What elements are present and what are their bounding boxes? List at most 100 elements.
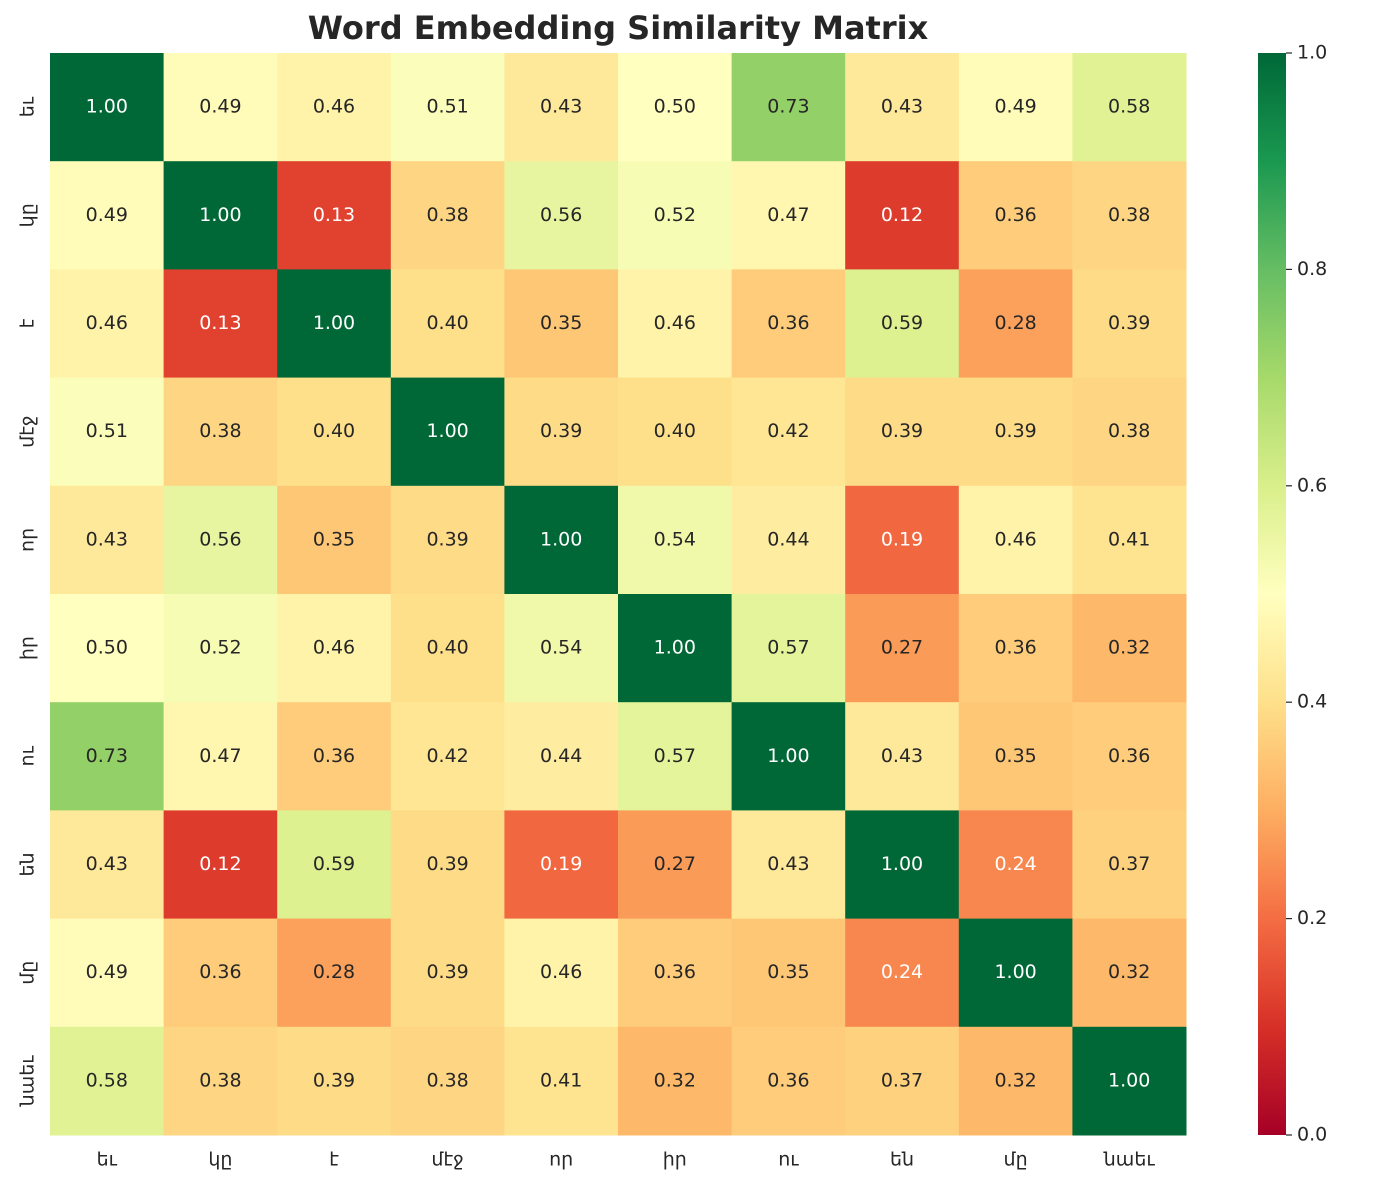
- cell-label: 0.44: [540, 745, 582, 767]
- colorbar: [1258, 53, 1286, 1135]
- cell-label: 0.35: [540, 312, 582, 334]
- cell-label: 0.56: [199, 528, 241, 550]
- y-tick-label: եւ: [17, 96, 39, 117]
- cell-label: 0.49: [199, 96, 241, 118]
- heatmap-cell: [163, 269, 278, 379]
- heatmap-cell: [731, 269, 846, 379]
- cell-label: 0.38: [199, 1069, 241, 1091]
- heatmap-cell: [731, 53, 846, 162]
- heatmap-cell: [390, 594, 505, 703]
- heatmap-cell: [731, 918, 846, 1028]
- x-tick-label: մէջ: [431, 1149, 463, 1171]
- heatmap-cell: [731, 485, 846, 595]
- heatmap-cell: [504, 918, 619, 1028]
- heatmap-cell: [845, 594, 960, 703]
- heatmap-cell: [618, 53, 733, 162]
- cell-label: 0.38: [426, 1069, 468, 1091]
- cell-label: 0.37: [1108, 853, 1150, 875]
- heatmap-cell: [845, 377, 960, 487]
- cell-label: 0.46: [313, 637, 355, 659]
- heatmap-cell: [50, 594, 165, 703]
- cell-label: 0.39: [881, 420, 923, 442]
- cell-label: 0.38: [1108, 204, 1150, 226]
- heatmap-cell: [390, 161, 505, 270]
- cell-label: 0.38: [426, 204, 468, 226]
- cell-label: 0.44: [767, 528, 809, 550]
- cell-label: 0.52: [199, 637, 241, 659]
- chart-title: Word Embedding Similarity Matrix: [308, 9, 929, 47]
- y-tick-label: մէջ: [17, 415, 39, 447]
- cell-label: 0.42: [426, 745, 468, 767]
- heatmap-cell: [1072, 1026, 1187, 1136]
- cell-label: 0.36: [767, 312, 809, 334]
- heatmap-cell: [1072, 53, 1187, 162]
- heatmap-cell: [1072, 485, 1187, 595]
- heatmap-cell: [845, 53, 960, 162]
- heatmap-cell: [277, 269, 392, 379]
- heatmap-cell: [504, 161, 619, 270]
- heatmap-cell: [958, 702, 1073, 811]
- cell-label: 0.27: [881, 637, 923, 659]
- cell-label: 1.00: [767, 745, 809, 767]
- heatmap-cell: [504, 377, 619, 487]
- cell-label: 0.36: [994, 637, 1036, 659]
- heatmap-cell: [618, 1026, 733, 1136]
- cell-label: 0.39: [426, 528, 468, 550]
- heatmap-cell: [277, 702, 392, 811]
- cell-label: 0.43: [767, 853, 809, 875]
- cell-label: 1.00: [1108, 1069, 1150, 1091]
- y-tick-label: են: [17, 852, 39, 876]
- heatmap-cell: [618, 918, 733, 1028]
- x-tick-label: է: [329, 1149, 339, 1171]
- cell-label: 0.43: [881, 96, 923, 118]
- heatmap-cell: [958, 1026, 1073, 1136]
- heatmap-cell: [163, 918, 278, 1028]
- cell-label: 0.32: [994, 1069, 1036, 1091]
- heatmap-cell: [958, 377, 1073, 487]
- cell-label: 0.36: [313, 745, 355, 767]
- cell-label: 0.32: [1108, 961, 1150, 983]
- cell-label: 1.00: [540, 528, 582, 550]
- cell-label: 0.52: [654, 204, 696, 226]
- heatmap-cell: [390, 485, 505, 595]
- heatmap-cell: [163, 702, 278, 811]
- x-tick-label: կը: [208, 1149, 232, 1171]
- cell-label: 1.00: [881, 853, 923, 875]
- heatmap-cell: [504, 594, 619, 703]
- cell-label: 0.51: [86, 420, 128, 442]
- cell-label: 0.56: [540, 204, 582, 226]
- cell-label: 0.46: [313, 96, 355, 118]
- heatmap-cell: [1072, 269, 1187, 379]
- cell-label: 0.49: [86, 961, 128, 983]
- cell-label: 0.43: [881, 745, 923, 767]
- cell-label: 0.37: [881, 1069, 923, 1091]
- heatmap-cell: [163, 1026, 278, 1136]
- heatmap-cell: [1072, 918, 1187, 1028]
- x-tick-label: նաեւ: [1103, 1149, 1156, 1171]
- heatmap-cell: [731, 161, 846, 270]
- heatmap-cell: [163, 377, 278, 487]
- cell-label: 0.40: [313, 420, 355, 442]
- heatmap-cell: [163, 53, 278, 162]
- cell-label: 1.00: [86, 96, 128, 118]
- heatmap-cell: [504, 810, 619, 920]
- cell-label: 0.39: [994, 420, 1036, 442]
- x-tick-label: որ: [549, 1149, 573, 1171]
- heatmap-cell: [277, 810, 392, 920]
- heatmap-cell: [958, 594, 1073, 703]
- heatmap-cell: [1072, 702, 1187, 811]
- colorbar-tick-label: 0.2: [1297, 907, 1327, 929]
- y-tick-label: իր: [17, 636, 39, 660]
- heatmap-cell: [163, 810, 278, 920]
- heatmap-cell: [390, 269, 505, 379]
- heatmap-cell: [163, 485, 278, 595]
- heatmap-cell: [845, 918, 960, 1028]
- x-tick-label: իր: [663, 1149, 687, 1171]
- x-tick-label: ու: [778, 1149, 799, 1171]
- cell-label: 0.73: [86, 745, 128, 767]
- heatmap-cell: [50, 810, 165, 920]
- cell-label: 0.40: [654, 420, 696, 442]
- cell-label: 0.54: [654, 528, 696, 550]
- heatmap-cell: [390, 53, 505, 162]
- heatmap-cell: [731, 594, 846, 703]
